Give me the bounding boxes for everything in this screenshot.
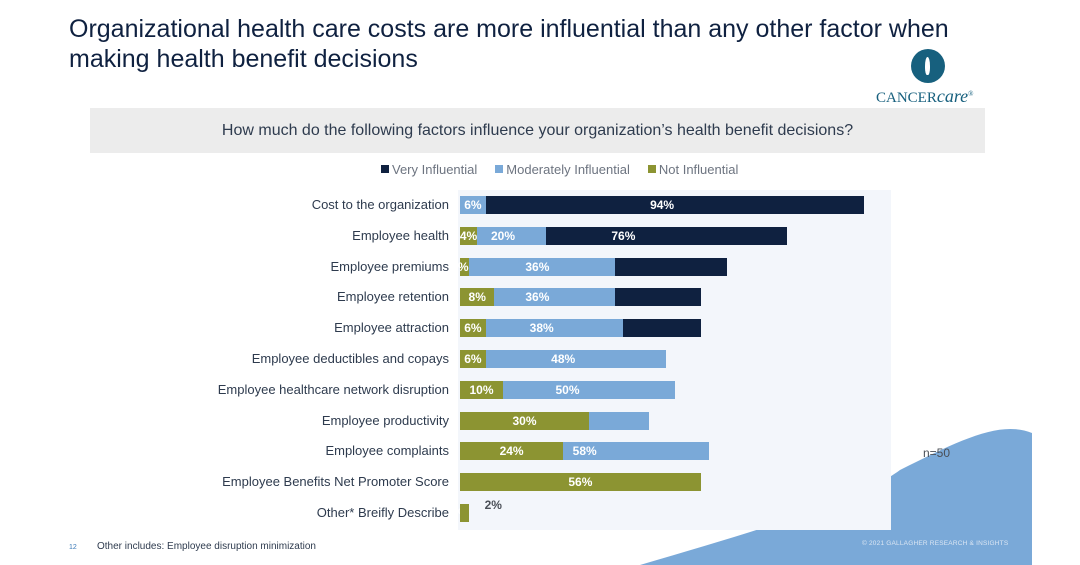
data-label: 2% <box>484 498 502 512</box>
legend-item-very: Very Influential <box>381 161 477 177</box>
legend-item-not: Not Influential <box>647 161 739 177</box>
legend-label-very: Very Influential <box>392 161 478 177</box>
footnote: Other includes: Employee disruption mini… <box>97 541 316 552</box>
category-label: Employee health <box>352 227 449 243</box>
data-label: 20% <box>490 228 516 243</box>
survey-question: How much do the following factors influe… <box>221 122 854 139</box>
category-label: Employee attraction <box>334 320 449 336</box>
slide-title: Organizational health care costs are mor… <box>69 15 949 73</box>
category-label: Other* Breifly Describe <box>316 505 449 520</box>
cancercare-logo: CANCERcare® <box>872 46 984 108</box>
bar-segment-not <box>460 504 469 522</box>
legend-swatch-moderately <box>495 165 504 173</box>
bar-segment-not <box>460 288 495 307</box>
bar-segment-moderately <box>460 226 546 245</box>
data-label: 6% <box>464 352 482 366</box>
bar-segment-very <box>460 196 865 214</box>
data-label: 36% <box>525 259 550 274</box>
category-label: Employee retention <box>336 289 449 305</box>
copyright-notice: © 2021 GALLAGHER RESEARCH & INSIGHTS <box>862 540 1009 547</box>
legend-swatch-not <box>647 165 656 173</box>
bar-segment-moderately <box>460 319 624 338</box>
data-label: 6% <box>464 321 482 336</box>
category-label: Employee premiums <box>330 258 450 274</box>
data-label: 48% <box>551 352 576 366</box>
data-label: 94% <box>650 198 675 212</box>
sample-size-label: n=50 <box>923 446 951 460</box>
data-label: 76% <box>611 228 636 243</box>
bar-segment-not <box>460 411 589 430</box>
data-label: 8% <box>468 290 486 305</box>
bar-segment-moderately <box>460 196 486 214</box>
category-label: Employee deductibles and copays <box>251 351 449 366</box>
legend-label-moderately: Moderately Influential <box>506 161 630 177</box>
legend-label-not: Not Influential <box>658 161 739 177</box>
category-label: Employee productivity <box>321 412 449 428</box>
flame-icon <box>925 57 930 75</box>
data-label: 10% <box>469 382 494 397</box>
bar-segment-not <box>460 226 478 245</box>
bar-segment-moderately <box>460 257 615 276</box>
data-label: 6% <box>464 198 482 212</box>
logo-wordmark: CANCERcare® <box>876 86 974 106</box>
bar-segment-moderately <box>460 350 667 368</box>
bar-segment-not <box>460 350 486 368</box>
category-label: Employee healthcare network disruption <box>217 381 449 397</box>
bar-segment-not <box>460 257 469 276</box>
data-label: 56% <box>568 475 593 490</box>
page-number: 12 <box>69 544 77 551</box>
data-label: 38% <box>529 321 554 336</box>
data-label: 50% <box>555 382 580 397</box>
data-label: 30% <box>512 413 537 428</box>
bar-segment-moderately <box>460 380 675 399</box>
data-label: 4% <box>459 228 478 243</box>
data-label: 2% <box>451 259 469 274</box>
bar-segment-not <box>460 319 486 338</box>
data-label: 58% <box>572 444 597 459</box>
bar-segment-moderately <box>460 288 615 307</box>
data-label: 36% <box>525 290 550 305</box>
data-label: 24% <box>499 444 524 459</box>
category-label: Employee complaints <box>325 443 449 459</box>
category-label: Employee Benefits Net Promoter Score <box>222 474 449 490</box>
question-banner: How much do the following factors influe… <box>90 108 985 153</box>
category-label: Cost to the organization <box>311 197 449 212</box>
bar-segment-not <box>460 473 701 492</box>
bar-segment-not <box>460 442 564 461</box>
bar-segment-not <box>460 380 503 399</box>
legend-swatch-very <box>381 165 389 173</box>
legend-item-moderately: Moderately Influential <box>495 161 630 177</box>
chart-legend: Very Influential Moderately Influential … <box>381 161 738 177</box>
